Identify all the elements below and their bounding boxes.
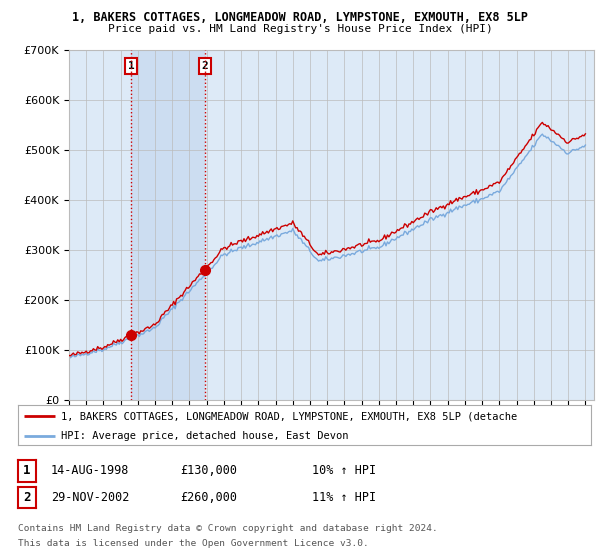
Text: 11% ↑ HPI: 11% ↑ HPI <box>312 491 376 505</box>
Text: 14-AUG-1998: 14-AUG-1998 <box>51 464 130 478</box>
Text: 1, BAKERS COTTAGES, LONGMEADOW ROAD, LYMPSTONE, EXMOUTH, EX8 5LP (detache: 1, BAKERS COTTAGES, LONGMEADOW ROAD, LYM… <box>61 411 517 421</box>
Bar <box>131 50 205 400</box>
Text: 1: 1 <box>23 464 31 478</box>
Text: 1, BAKERS COTTAGES, LONGMEADOW ROAD, LYMPSTONE, EXMOUTH, EX8 5LP: 1, BAKERS COTTAGES, LONGMEADOW ROAD, LYM… <box>72 11 528 24</box>
Text: £260,000: £260,000 <box>180 491 237 505</box>
Text: Contains HM Land Registry data © Crown copyright and database right 2024.: Contains HM Land Registry data © Crown c… <box>18 524 438 533</box>
Text: 29-NOV-2002: 29-NOV-2002 <box>51 491 130 505</box>
Text: This data is licensed under the Open Government Licence v3.0.: This data is licensed under the Open Gov… <box>18 539 369 548</box>
Text: £130,000: £130,000 <box>180 464 237 478</box>
Text: HPI: Average price, detached house, East Devon: HPI: Average price, detached house, East… <box>61 431 349 441</box>
Text: 10% ↑ HPI: 10% ↑ HPI <box>312 464 376 478</box>
Text: 2: 2 <box>202 61 209 71</box>
Text: 1: 1 <box>128 61 134 71</box>
Text: Price paid vs. HM Land Registry's House Price Index (HPI): Price paid vs. HM Land Registry's House … <box>107 24 493 34</box>
Text: 2: 2 <box>23 491 31 505</box>
